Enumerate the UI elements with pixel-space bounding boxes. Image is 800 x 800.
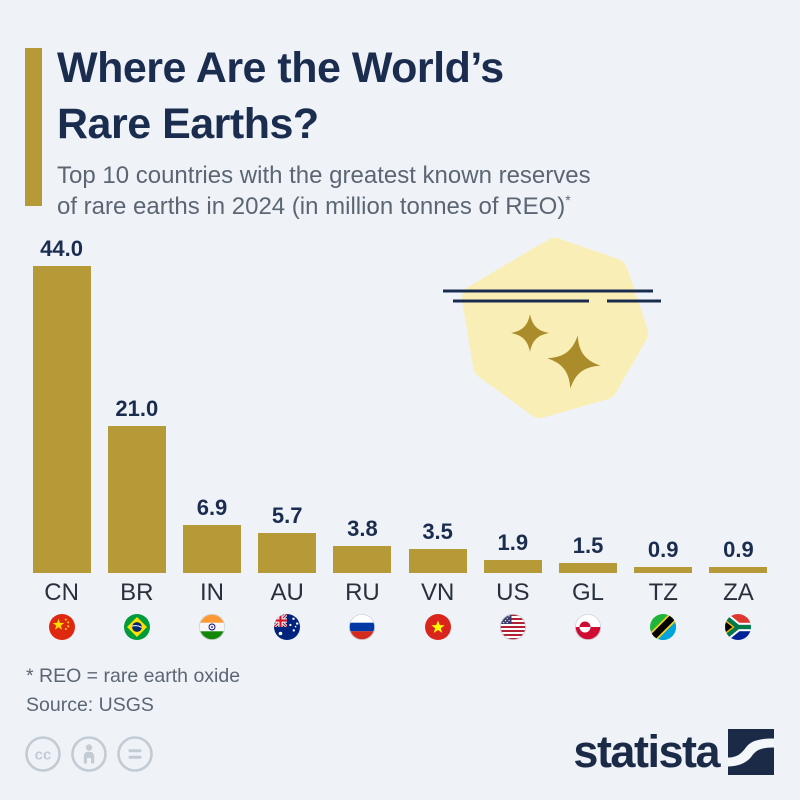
flag-br-icon xyxy=(123,614,150,640)
title-line-2: Rare Earths? xyxy=(57,100,319,148)
footnote-marker: * xyxy=(565,192,571,208)
bar-column-gl: 1.5 GL xyxy=(550,233,625,640)
value-label: 3.5 xyxy=(422,519,453,544)
bar-column-cn: 44.0 CN xyxy=(24,233,99,640)
category-label: BR xyxy=(120,579,154,606)
bar-chart: 44.0 CN 21.0 BR 6.9 IN 5.7 AU xyxy=(24,233,776,640)
bar-column-au: 5.7 AU xyxy=(250,233,325,640)
bar-in xyxy=(183,525,241,573)
page-title: Where Are the World’s Rare Earths? xyxy=(57,40,757,152)
attribution-icon[interactable] xyxy=(70,735,108,773)
bar-column-za: 0.9 ZA xyxy=(701,233,776,640)
category-label: TZ xyxy=(648,579,678,606)
bar-vn xyxy=(408,549,467,573)
subtitle-line-2: of rare earths in 2024 (in million tonne… xyxy=(57,193,566,220)
bar-column-us: 1.9 US xyxy=(475,233,550,640)
bar-gl xyxy=(559,563,618,573)
chart-subtitle: Top 10 countries with the greatest known… xyxy=(57,160,757,222)
bar-cn xyxy=(32,266,91,573)
value-label: 1.9 xyxy=(497,530,529,555)
bar-column-br: 21.0 BR xyxy=(99,233,174,640)
bar-br xyxy=(107,426,166,573)
flag-za-icon xyxy=(725,614,752,640)
category-label: CN xyxy=(44,579,79,606)
value-label: 1.5 xyxy=(572,533,604,558)
bar-ru xyxy=(333,546,392,573)
flag-tz-icon xyxy=(650,614,677,640)
category-label: IN xyxy=(200,579,224,606)
flag-us-icon xyxy=(499,614,526,640)
bar-tz xyxy=(634,567,693,573)
cc-icon[interactable]: cc xyxy=(24,735,62,773)
value-label: 21.0 xyxy=(115,396,159,421)
sparkle-icon xyxy=(547,335,601,389)
flag-au-icon xyxy=(274,614,301,640)
license-icons: cc xyxy=(24,735,154,773)
bar-column-vn: 3.5 VN xyxy=(400,233,475,640)
flag-ru-icon xyxy=(349,614,376,640)
svg-text:cc: cc xyxy=(35,747,52,764)
flag-gl-icon xyxy=(575,614,602,640)
footnotes: * REO = rare earth oxide Source: USGS xyxy=(26,662,240,720)
value-label: 44.0 xyxy=(40,236,83,261)
statista-logo-icon xyxy=(728,729,774,775)
value-label: 5.7 xyxy=(271,503,303,528)
value-label: 6.9 xyxy=(196,495,228,520)
bar-au xyxy=(258,533,317,573)
footnote-reo: * REO = rare earth oxide xyxy=(26,665,241,687)
category-label: VN xyxy=(420,579,455,606)
statista-wordmark: statista xyxy=(573,726,720,777)
flag-vn-icon xyxy=(424,614,451,640)
no-derivatives-icon[interactable] xyxy=(116,735,154,773)
source: Source: USGS xyxy=(26,694,154,716)
bar-column-tz: 0.9 TZ xyxy=(626,233,701,640)
bar-column-in: 6.9 IN xyxy=(174,233,249,640)
category-label: ZA xyxy=(723,579,754,606)
flag-cn-icon xyxy=(48,614,75,640)
bar-us xyxy=(483,560,542,573)
statista-brand[interactable]: statista xyxy=(573,727,774,777)
bar-za xyxy=(709,567,768,573)
value-label: 0.9 xyxy=(647,537,679,562)
category-label: US xyxy=(496,579,530,606)
decoration-lines xyxy=(443,289,661,303)
bar-column-ru: 3.8 RU xyxy=(325,233,400,640)
header: Where Are the World’s Rare Earths? Top 10… xyxy=(57,40,757,222)
category-label: RU xyxy=(345,579,380,606)
category-label: GL xyxy=(572,579,605,606)
title-accent-bar xyxy=(25,48,42,206)
value-label: 3.8 xyxy=(347,516,378,541)
value-label: 0.9 xyxy=(723,537,754,562)
flag-in-icon xyxy=(199,614,225,640)
title-line-1: Where Are the World’s xyxy=(57,44,504,92)
subtitle-line-1: Top 10 countries with the greatest known… xyxy=(57,162,591,189)
category-label: AU xyxy=(270,579,304,606)
sparkle-icon xyxy=(511,314,549,352)
